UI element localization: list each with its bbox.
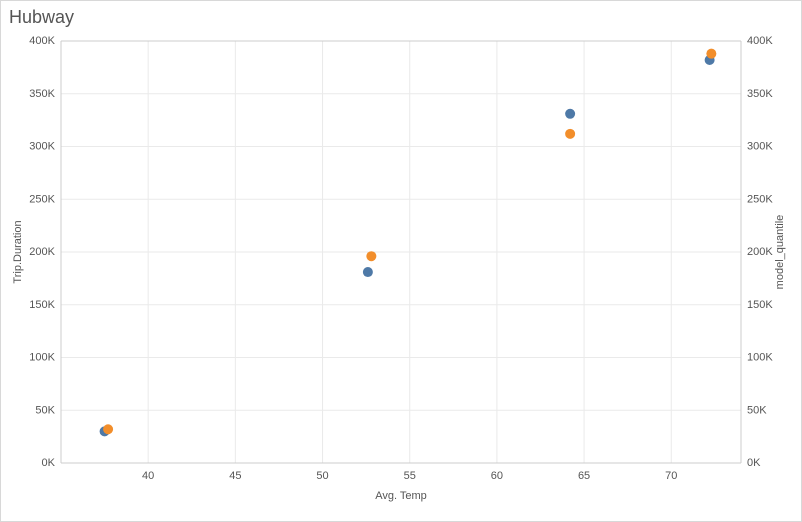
- y-left-tick-label: 150K: [29, 299, 55, 311]
- y-right-tick-label: 350K: [747, 88, 773, 100]
- data-point[interactable]: [366, 251, 376, 261]
- y-left-tick-label: 0K: [42, 457, 56, 469]
- y-left-tick-label: 350K: [29, 88, 55, 100]
- y-right-tick-label: 50K: [747, 404, 767, 416]
- x-tick-label: 45: [229, 470, 241, 482]
- y-right-axis-label: model_quantile: [774, 215, 786, 290]
- data-point[interactable]: [103, 424, 113, 434]
- page-title: Hubway: [9, 7, 74, 28]
- x-tick-label: 55: [404, 470, 416, 482]
- data-point[interactable]: [363, 267, 373, 277]
- y-left-tick-label: 200K: [29, 246, 55, 258]
- y-right-tick-label: 400K: [747, 35, 773, 47]
- y-right-tick-label: 0K: [747, 457, 761, 469]
- y-right-tick-label: 250K: [747, 193, 773, 205]
- chart-background: [9, 33, 793, 513]
- y-left-tick-label: 250K: [29, 193, 55, 205]
- chart-area: 0K 50K 100K 150K 200K 250K 300K 350K 400K 0K 50K 10…: [9, 33, 793, 513]
- scatter-chart: 0K 50K 100K 150K 200K 250K 300K 350K 400K 0K 50K 10…: [9, 33, 793, 513]
- x-tick-label: 60: [491, 470, 503, 482]
- y-left-axis-label: Trip.Duration: [12, 220, 24, 283]
- y-left-tick-label: 100K: [29, 352, 55, 364]
- x-tick-label: 50: [316, 470, 328, 482]
- data-point[interactable]: [706, 49, 716, 59]
- y-left-tick-label: 400K: [29, 35, 55, 47]
- chart-frame: Hubway 0K50K100K150K200K250K300K350K400K…: [0, 0, 802, 522]
- y-right-tick-label: 200K: [747, 246, 773, 258]
- y-right-tick-label: 100K: [747, 352, 773, 364]
- data-point[interactable]: [565, 129, 575, 139]
- x-tick-label: 65: [578, 470, 590, 482]
- data-point[interactable]: [565, 109, 575, 119]
- y-left-tick-label: 50K: [35, 404, 55, 416]
- x-tick-label: 70: [665, 470, 677, 482]
- x-axis-label: Avg. Temp: [375, 490, 427, 502]
- x-tick-label: 40: [142, 470, 154, 482]
- y-right-tick-label: 150K: [747, 299, 773, 311]
- y-left-tick-label: 300K: [29, 141, 55, 153]
- y-right-tick-label: 300K: [747, 141, 773, 153]
